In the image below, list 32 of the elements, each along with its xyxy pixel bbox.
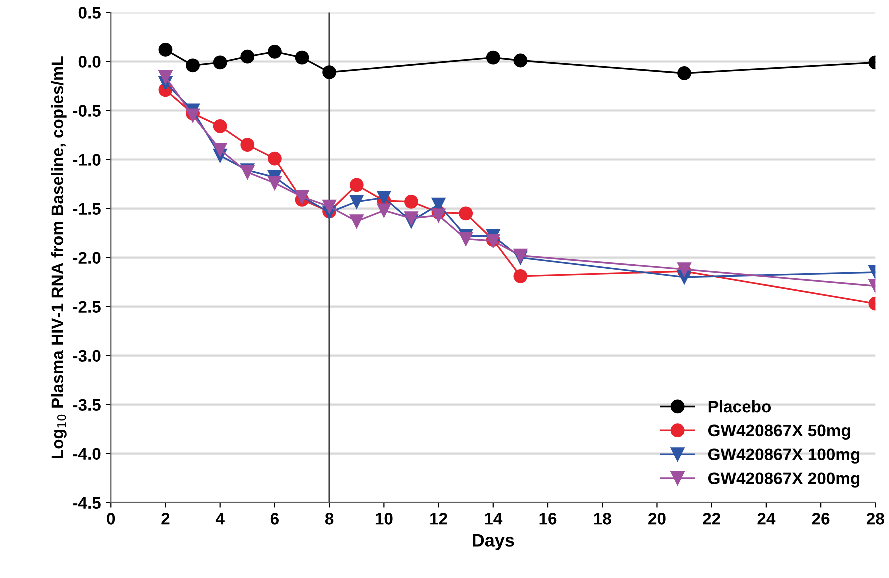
x-tick-label: 22 <box>703 513 720 525</box>
y-tick-label: -1.5 <box>73 203 101 215</box>
y-tick-label: 0.0 <box>78 56 101 68</box>
y-tick-label: -3.5 <box>73 399 101 412</box>
x-tick-label: 26 <box>812 513 830 525</box>
legend-label: GW420867X 100mg <box>708 448 860 464</box>
x-tick-label: 12 <box>430 513 448 525</box>
x-axis-title: Days <box>473 534 514 551</box>
x-tick-label: 4 <box>216 513 225 525</box>
x-tick-label: 24 <box>758 513 776 525</box>
x-tick-label: 0 <box>107 513 116 525</box>
y-axis-title: Log$_{10}$ Plasma HIV-1 RNA from Baseline, copies/mL <box>51 56 67 459</box>
legend-label: Placebo <box>708 400 772 413</box>
y-tick-label: 0.5 <box>78 7 101 19</box>
y-tick-label: -4.0 <box>73 448 101 460</box>
y-tick-label: -2.5 <box>73 301 101 314</box>
legend-label: GW420867X 50mg <box>708 424 850 440</box>
x-tick-label: 18 <box>594 513 612 525</box>
x-tick-label: 2 <box>162 513 170 525</box>
x-tick-label: 14 <box>485 513 503 525</box>
x-tick-label: 16 <box>540 513 557 525</box>
y-tick-label: -0.5 <box>73 105 101 117</box>
x-tick-label: 8 <box>325 513 334 525</box>
y-tick-label: -4.5 <box>73 497 101 510</box>
x-tick-label: 20 <box>648 513 666 525</box>
x-tick-label: 28 <box>866 513 884 525</box>
y-tick-label: -2.0 <box>73 252 101 264</box>
legend-label: GW420867X 200mg <box>708 472 860 488</box>
x-tick-label: 6 <box>270 513 279 525</box>
y-tick-label: -3.0 <box>73 350 101 362</box>
y-tick-label: -1.0 <box>73 154 101 166</box>
x-tick-label: 10 <box>376 513 393 525</box>
